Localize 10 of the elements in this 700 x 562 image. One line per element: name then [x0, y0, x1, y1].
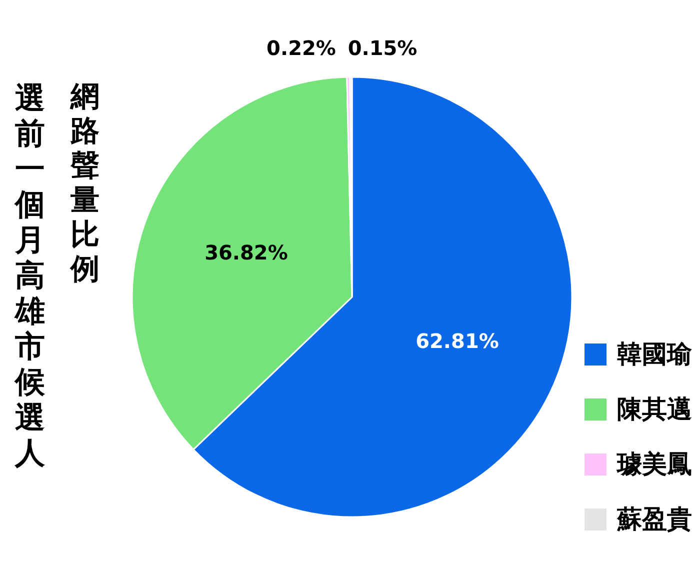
data-label: 0.15%: [348, 36, 418, 60]
legend-label: 陳其邁: [617, 394, 692, 424]
legend-label: 璩美鳳: [616, 450, 692, 478]
legend-label: 蘇盈貴: [616, 504, 692, 534]
legend-label: 韓國瑜: [617, 340, 692, 368]
chart-title: 選前一個月高雄市候選人: [15, 81, 45, 471]
data-label: 62.81%: [416, 328, 499, 353]
data-label: 36.82%: [204, 240, 288, 264]
text: 網路聲量比例: [70, 79, 100, 286]
data-label: 0.22%: [266, 36, 336, 60]
